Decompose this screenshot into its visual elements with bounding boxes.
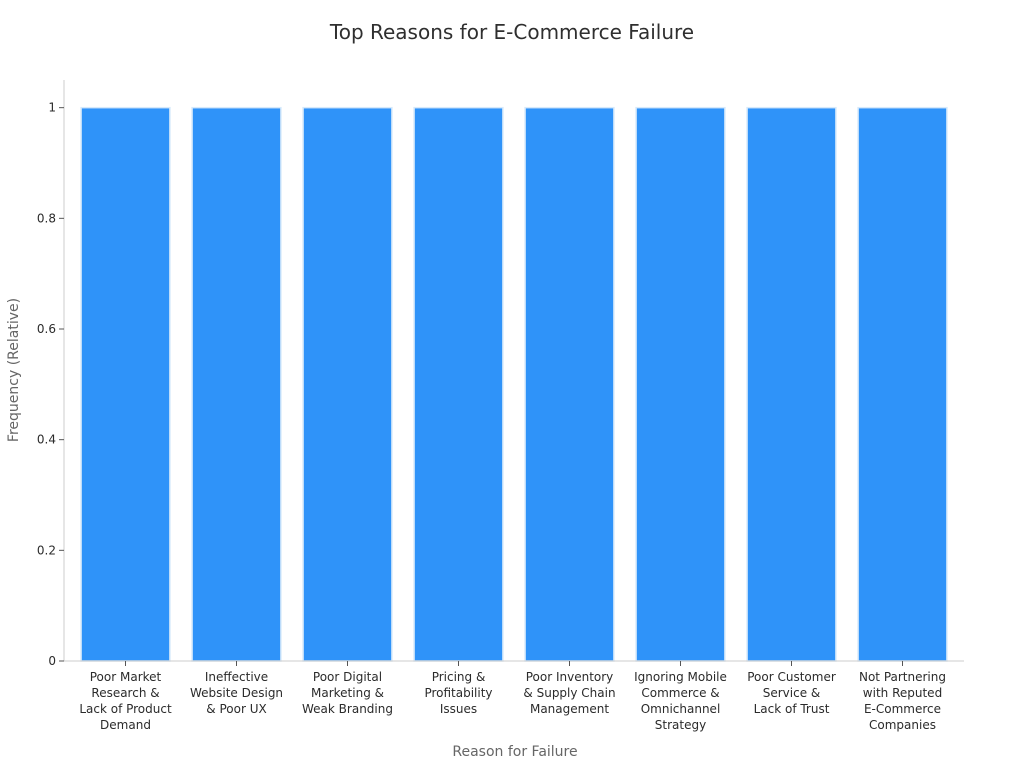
x-tick-label-line: Companies bbox=[869, 718, 936, 732]
x-tick-label-line: Commerce & bbox=[641, 686, 719, 700]
x-tick-label-line: Ineffective bbox=[205, 670, 268, 684]
x-tick-label-line: Research & bbox=[91, 686, 159, 700]
bar bbox=[413, 106, 504, 662]
x-axis-title: Reason for Failure bbox=[452, 744, 577, 760]
bar bbox=[191, 106, 282, 662]
y-tick-label: 0.6 bbox=[37, 322, 56, 336]
x-tick-label-line: Marketing & bbox=[311, 686, 384, 700]
x-tick-label: Pricing & Profitability Issues bbox=[424, 670, 492, 716]
bar bbox=[524, 106, 615, 662]
x-tick-label: Poor Digital Marketing & Weak Branding bbox=[302, 670, 393, 716]
y-tick-label: 0.2 bbox=[37, 543, 56, 557]
x-tick-label: Poor Inventory & Supply Chain Management bbox=[523, 670, 615, 716]
x-tick-label-line: Lack of Trust bbox=[754, 702, 830, 716]
x-tick-label: Ineffective Website Design & Poor UX bbox=[190, 670, 283, 716]
x-tick-label-line: Management bbox=[530, 702, 609, 716]
x-tick-label-line: Poor Customer bbox=[747, 670, 836, 684]
bar bbox=[635, 106, 726, 662]
x-tick-label-line: Strategy bbox=[655, 718, 706, 732]
bar bbox=[302, 106, 393, 662]
x-tick-label-line: & Poor UX bbox=[206, 702, 266, 716]
x-tick-label-line: Profitability bbox=[424, 686, 492, 700]
y-tick-label: 0.4 bbox=[37, 433, 56, 447]
bars-group bbox=[80, 106, 948, 662]
x-axis: Poor Market Research & Lack of Product Dema… bbox=[64, 660, 964, 732]
x-tick-label-line: Pricing & bbox=[432, 670, 486, 684]
x-tick-label-line: Poor Digital bbox=[313, 670, 382, 684]
x-tick-label-line: Demand bbox=[100, 718, 151, 732]
y-tick-label: 1 bbox=[48, 101, 56, 115]
x-tick-label: Poor Customer Service & Lack of Trust bbox=[747, 670, 836, 716]
x-tick-label: Poor Market Research & Lack of Product Dema… bbox=[79, 670, 172, 732]
x-tick-label-line: Poor Inventory bbox=[526, 670, 614, 684]
x-tick-label: Ignoring Mobile Commerce & Omnichannel Stra… bbox=[634, 670, 727, 732]
x-tick-label-line: Omnichannel bbox=[641, 702, 721, 716]
x-tick-label-line: Not Partnering bbox=[859, 670, 946, 684]
x-tick-label-line: E-Commerce bbox=[864, 702, 941, 716]
bar bbox=[746, 106, 837, 662]
x-tick-label-line: with Reputed bbox=[863, 686, 942, 700]
y-tick-label: 0 bbox=[48, 654, 56, 668]
x-tick-label-line: Ignoring Mobile bbox=[634, 670, 727, 684]
x-tick-label: Not Partnering with Reputed E-Commerce Comp… bbox=[859, 670, 946, 732]
bar bbox=[857, 106, 948, 662]
x-tick-label-line: & Supply Chain bbox=[523, 686, 615, 700]
x-tick-label-line: Issues bbox=[440, 702, 477, 716]
x-tick-label-line: Service & bbox=[763, 686, 821, 700]
x-tick-label-line: Poor Market bbox=[90, 670, 162, 684]
x-tick-label-line: Website Design bbox=[190, 686, 283, 700]
x-tick-label-line: Weak Branding bbox=[302, 702, 393, 716]
bar bbox=[80, 106, 171, 662]
x-tick-label-line: Lack of Product bbox=[79, 702, 172, 716]
y-tick-label: 0.8 bbox=[37, 211, 56, 225]
chart-title: Top Reasons for E-Commerce Failure bbox=[329, 20, 695, 44]
y-axis-title: Frequency (Relative) bbox=[6, 298, 22, 442]
y-axis: 0 0.2 0.4 0.6 0.8 1 bbox=[37, 80, 65, 668]
